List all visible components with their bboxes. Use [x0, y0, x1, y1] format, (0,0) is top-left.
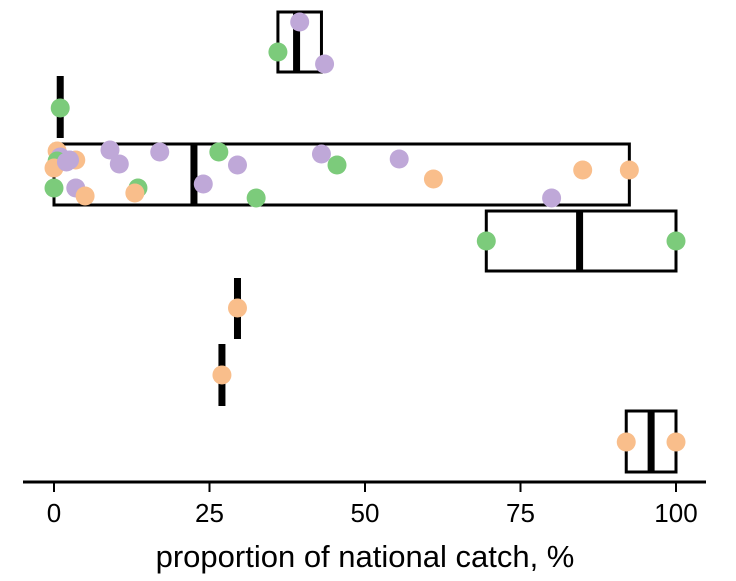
data-point	[619, 160, 639, 180]
x-tick-label: 0	[47, 498, 61, 528]
points-row-2	[50, 98, 70, 118]
data-point	[389, 149, 409, 169]
boxes-layer	[52, 10, 678, 474]
x-ticks: 0 25 50 75 100	[47, 482, 698, 528]
data-point	[150, 142, 170, 162]
points-row-7	[616, 432, 686, 452]
data-point	[50, 98, 70, 118]
data-point	[75, 186, 95, 206]
x-axis-title: proportion of national catch, %	[156, 539, 575, 574]
box-row-4	[484, 209, 678, 273]
data-point	[227, 155, 247, 175]
data-point	[56, 152, 76, 172]
x-tick-label: 25	[195, 498, 224, 528]
data-point	[542, 188, 562, 208]
data-point	[209, 142, 229, 162]
points-row-4	[476, 231, 686, 251]
data-point	[193, 174, 213, 194]
data-point	[573, 160, 593, 180]
data-point	[227, 298, 247, 318]
points-row-3	[44, 140, 639, 208]
x-tick-label: 100	[654, 498, 697, 528]
data-point	[616, 432, 636, 452]
data-point	[246, 188, 266, 208]
data-point	[423, 169, 443, 189]
data-point	[476, 231, 496, 251]
data-point	[311, 144, 331, 164]
data-point	[268, 42, 288, 62]
points-row-6	[212, 365, 232, 385]
data-point	[212, 365, 232, 385]
points-row-1	[268, 12, 335, 74]
x-tick-label: 75	[506, 498, 535, 528]
x-tick-label: 50	[351, 498, 380, 528]
data-point	[125, 183, 145, 203]
data-point	[100, 140, 120, 160]
data-point	[109, 154, 129, 174]
data-point	[327, 155, 347, 175]
data-point	[666, 231, 686, 251]
points-row-5	[227, 298, 247, 318]
data-point	[290, 12, 310, 32]
data-point	[315, 54, 335, 74]
points-layer	[44, 12, 686, 452]
data-point	[666, 432, 686, 452]
data-point	[44, 178, 64, 198]
